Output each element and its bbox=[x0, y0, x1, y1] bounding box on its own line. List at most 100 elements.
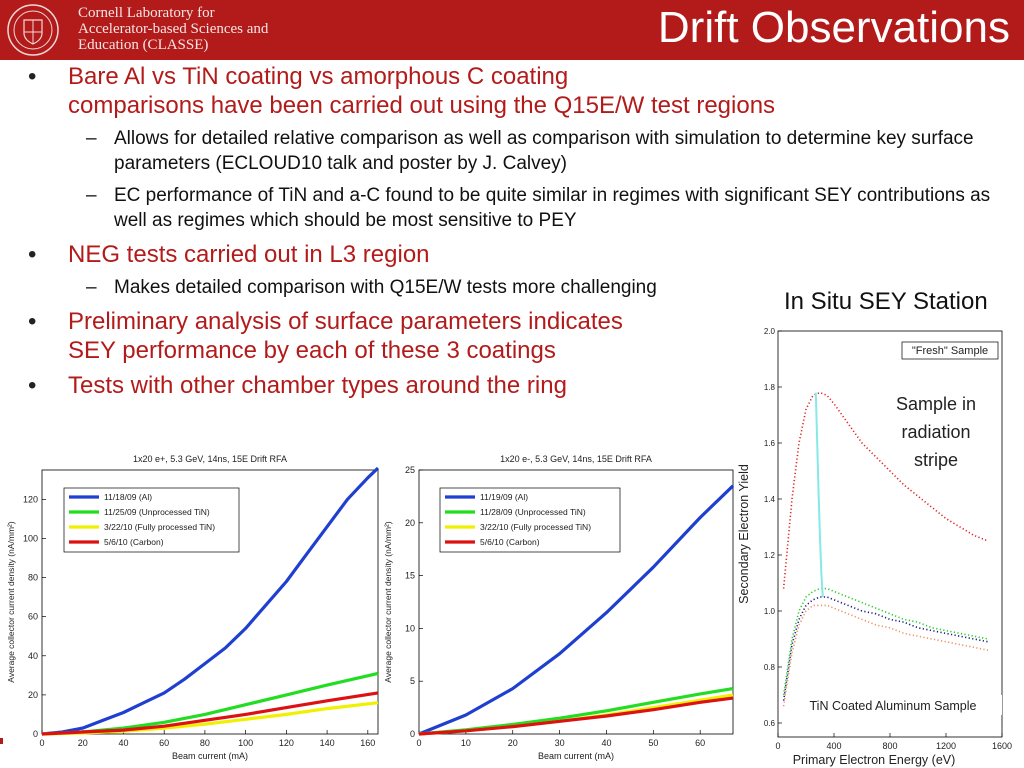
chart-sey-station: 0 400 800 1200 1600 0.6 0.8 1.0 1.2 1.4 1.6 1.8 2.0 P… bbox=[736, 318, 1024, 768]
chart-positron-drift: 1x20 e+, 5.3 GeV, 14ns, 15E Drift RFA 0 20… bbox=[0, 448, 385, 768]
y-tick-label: 60 bbox=[28, 612, 38, 622]
plot-frame bbox=[418, 469, 734, 735]
sub-bullet-1a: – Allows for detailed relative comparison… bbox=[28, 126, 1024, 176]
y-tick-label: 100 bbox=[23, 533, 38, 543]
y-tick-label: 20 bbox=[28, 690, 38, 700]
dash-marker: – bbox=[86, 185, 97, 206]
series-line-2 bbox=[418, 687, 734, 736]
edge-mark bbox=[0, 738, 3, 744]
x-tick-label: 800 bbox=[882, 741, 897, 751]
x-tick-label: 60 bbox=[695, 738, 705, 748]
bullet-1: • Bare Al vs TiN coating vs amorphous C c… bbox=[28, 62, 1024, 120]
y-tick-label: 1.4 bbox=[764, 495, 776, 504]
x-tick-label: 120 bbox=[279, 738, 294, 748]
sey-station-label: In Situ SEY Station bbox=[784, 288, 988, 315]
cornell-seal-icon bbox=[7, 4, 59, 56]
sub-bullet-text: Allows for detailed relative comparison … bbox=[114, 128, 974, 174]
x-axis-label: Beam current (mA) bbox=[538, 751, 614, 761]
y-tick-label: 1.0 bbox=[764, 607, 776, 616]
bullet-text: Bare Al vs TiN coating vs amorphous C co… bbox=[68, 63, 776, 119]
sey-series-5 bbox=[814, 392, 824, 598]
legend-entry: 3/22/10 (Fully processed TiN) bbox=[480, 522, 591, 532]
y-tick-label: 1.2 bbox=[764, 551, 776, 560]
bullet-marker: • bbox=[28, 308, 37, 335]
x-axis-label: Beam current (mA) bbox=[172, 751, 248, 761]
sub-bullet-text: EC performance of TiN and a-C found to b… bbox=[114, 185, 991, 231]
bullet-text: NEG tests carried out in L3 region bbox=[68, 241, 430, 268]
legend-entry: 5/6/10 (Carbon) bbox=[104, 537, 164, 547]
x-tick-label: 60 bbox=[159, 738, 169, 748]
y-tick-label: 40 bbox=[28, 651, 38, 661]
dash-marker: – bbox=[86, 128, 97, 149]
y-tick-label: 120 bbox=[23, 494, 38, 504]
chart-title: 1x20 e-, 5.3 GeV, 14ns, 15E Drift RFA bbox=[500, 454, 652, 464]
sey-series-2 bbox=[782, 587, 989, 696]
y-axis-label: Average collector current density (nA/mm… bbox=[6, 521, 16, 683]
chart-title: 1x20 e+, 5.3 GeV, 14ns, 15E Drift RFA bbox=[133, 454, 287, 464]
annotation-sample: TiN Coated Aluminum Sample bbox=[810, 699, 977, 713]
series-line-4 bbox=[41, 691, 379, 736]
bullet-marker: • bbox=[28, 63, 37, 90]
x-tick-label: 30 bbox=[555, 738, 565, 748]
annotation-radiation-stripe: radiation bbox=[901, 422, 970, 442]
legend-entry: 11/19/09 (Al) bbox=[480, 492, 528, 502]
y-tick-label: 0 bbox=[33, 729, 38, 739]
y-tick-label: 0.6 bbox=[764, 719, 776, 728]
plot-frame bbox=[777, 330, 1003, 738]
y-tick-label: 1.6 bbox=[764, 439, 776, 448]
bullet-marker: • bbox=[28, 372, 37, 399]
sey-series-1 bbox=[782, 391, 989, 589]
annotation-radiation-stripe: Sample in bbox=[896, 394, 976, 414]
legend-entry: 5/6/10 (Carbon) bbox=[480, 537, 540, 547]
y-tick-label: 80 bbox=[28, 573, 38, 583]
x-tick-label: 0 bbox=[775, 741, 780, 751]
bullet-list: • Bare Al vs TiN coating vs amorphous C c… bbox=[28, 62, 1024, 406]
y-tick-label: 20 bbox=[405, 518, 415, 528]
x-tick-label: 1200 bbox=[936, 741, 956, 751]
y-tick-label: 25 bbox=[405, 465, 415, 475]
x-tick-label: 1600 bbox=[992, 741, 1012, 751]
x-tick-label: 80 bbox=[200, 738, 210, 748]
legend-entry: 11/28/09 (Unprocessed TiN) bbox=[480, 507, 586, 517]
x-tick-label: 10 bbox=[461, 738, 471, 748]
chart-electron-drift: 1x20 e-, 5.3 GeV, 14ns, 15E Drift RFA 0 10… bbox=[384, 448, 740, 768]
y-tick-label: 10 bbox=[405, 623, 415, 633]
series-line-4 bbox=[418, 696, 734, 736]
bullet-text: Tests with other chamber types around th… bbox=[68, 372, 567, 399]
y-tick-label: 0.8 bbox=[764, 663, 776, 672]
series-line-1 bbox=[418, 484, 735, 736]
annotation-bg bbox=[786, 695, 1002, 715]
org-name: Cornell Laboratory for Accelerator-based… bbox=[78, 5, 269, 53]
x-tick-label: 50 bbox=[648, 738, 658, 748]
legend-entry: 11/25/09 (Unprocessed TiN) bbox=[104, 507, 210, 517]
x-tick-label: 0 bbox=[416, 738, 421, 748]
slide-title: Drift Observations bbox=[657, 3, 1010, 52]
legend-entry: 11/18/09 (Al) bbox=[104, 492, 152, 502]
x-tick-label: 0 bbox=[39, 738, 44, 748]
series-line-1 bbox=[41, 466, 380, 736]
legend-entry: 3/22/10 (Fully processed TiN) bbox=[104, 522, 215, 532]
sub-bullet-2a: – Makes detailed comparison with Q15E/W t… bbox=[28, 275, 1024, 300]
y-tick-label: 15 bbox=[405, 571, 415, 581]
x-tick-label: 20 bbox=[78, 738, 88, 748]
y-tick-label: 1.8 bbox=[764, 383, 776, 392]
x-axis-label: Primary Electron Energy (eV) bbox=[793, 753, 956, 767]
annotation-radiation-stripe: stripe bbox=[914, 450, 958, 470]
legend-entry: "Fresh" Sample bbox=[912, 345, 988, 357]
bullet-marker: • bbox=[28, 241, 37, 268]
bullet-4: • Tests with other chamber types around t… bbox=[28, 371, 1024, 400]
x-tick-label: 40 bbox=[118, 738, 128, 748]
bullet-2: • NEG tests carried out in L3 region bbox=[28, 240, 1024, 269]
y-tick-label: 5 bbox=[410, 676, 415, 686]
bullet-3: • Preliminary analysis of surface paramet… bbox=[28, 307, 1024, 365]
y-tick-label: 0 bbox=[410, 729, 415, 739]
sub-bullet-1b: – EC performance of TiN and a-C found to … bbox=[28, 183, 1024, 233]
x-tick-label: 40 bbox=[601, 738, 611, 748]
legend-box bbox=[901, 341, 999, 360]
x-tick-label: 140 bbox=[320, 738, 335, 748]
slide-header: Cornell Laboratory for Accelerator-based… bbox=[0, 0, 1024, 60]
y-axis-label: Secondary Electron Yield bbox=[737, 464, 751, 604]
sub-bullet-text: Makes detailed comparison with Q15E/W te… bbox=[114, 277, 657, 298]
plot-frame bbox=[41, 469, 379, 735]
x-tick-label: 20 bbox=[508, 738, 518, 748]
